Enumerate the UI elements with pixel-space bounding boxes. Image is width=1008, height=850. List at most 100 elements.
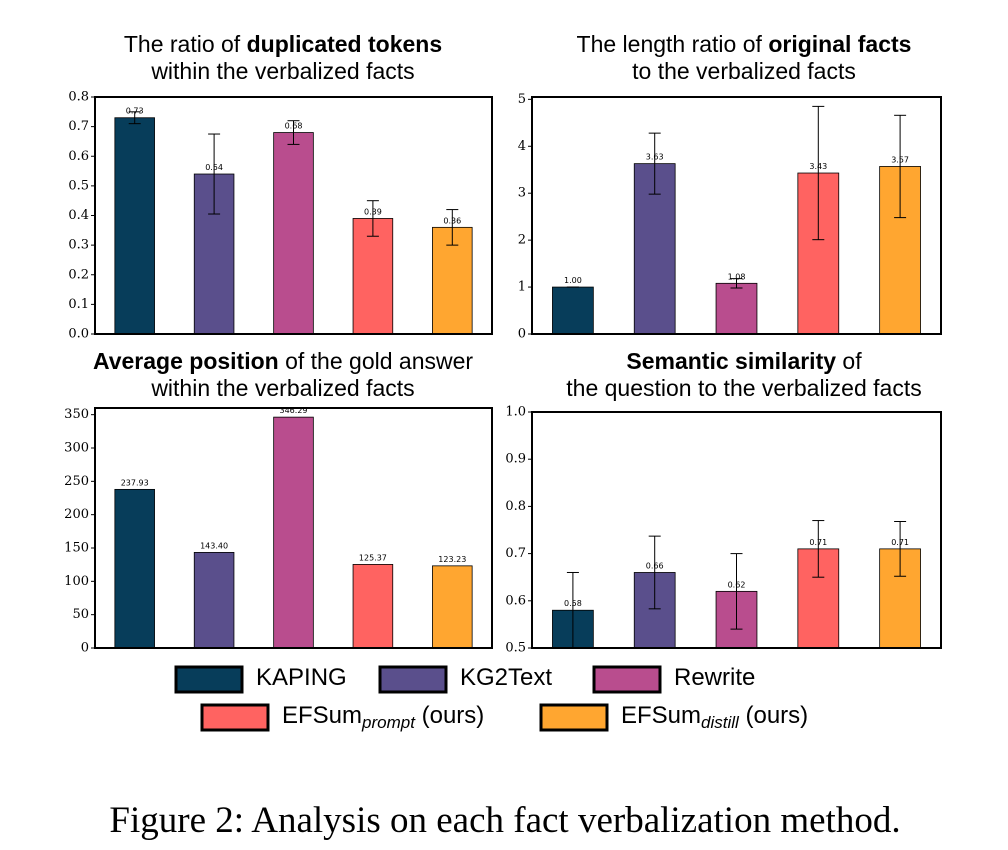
chart-title: Average position of the gold answer [93,348,473,374]
chart-title: within the verbalized facts [150,58,414,84]
bar [273,132,314,335]
plot-frame [531,96,942,335]
title-part: the question to the verbalized facts [566,375,921,401]
legend-suffix: (ours) [415,702,484,729]
value-label: 3.43 [809,162,827,171]
chart-title: The length ratio of original facts [577,31,912,57]
title-part: duplicated tokens [247,31,443,57]
title-part: The ratio of [124,31,247,57]
y-tick-label: 250 [64,474,89,489]
chart-title: Semantic similarity of [626,348,862,374]
value-label: 143.40 [200,541,228,550]
bar [552,286,594,335]
bar [352,564,394,649]
y-tick-label: 350 [64,407,89,422]
legend-swatch [378,665,448,694]
bar [715,282,758,335]
title-part: within the verbalized facts [150,58,414,84]
title-part: of the gold answer [279,348,474,374]
value-label: 1.00 [564,276,582,285]
y-tick-label: 0.1 [68,297,89,312]
plot-frame [94,96,493,335]
y-tick-label: 0.2 [68,267,89,282]
y-tick-label: 1.0 [505,405,526,420]
chart-title: within the verbalized facts [150,375,414,401]
legend-label: KG2Text [460,664,552,691]
value-label: 0.62 [728,580,746,589]
legend-label: KAPING [256,664,347,691]
y-tick-label: 4 [518,139,526,154]
legend-name: Rewrite [674,664,755,691]
y-tick-label: 0.7 [68,119,89,134]
legend-swatch [174,665,244,694]
value-label: 0.58 [564,599,582,608]
bar [114,488,155,649]
y-tick-label: 0.5 [68,178,89,193]
value-label: 125.37 [359,553,387,562]
value-label: 346.29 [280,406,308,415]
y-tick-label: 1 [518,280,526,295]
y-tick-label: 0.9 [505,452,526,467]
value-label: 0.73 [126,107,144,116]
legend-swatch [592,665,662,694]
title-part: of [836,348,862,374]
y-tick-label: 0.0 [68,327,89,342]
title-part: original facts [768,31,911,57]
chart-title: to the verbalized facts [632,58,856,84]
bar [797,172,840,335]
value-label: 0.66 [646,561,664,570]
legend-swatch [200,703,270,732]
legend-suffix: (ours) [739,702,808,729]
bar [193,552,235,649]
y-tick-label: 0.5 [505,641,526,656]
y-tick-label: 300 [64,441,89,456]
value-label: 3.63 [646,153,664,162]
value-label: 0.39 [364,207,382,216]
legend-name: KAPING [256,664,347,691]
value-label: 0.71 [891,538,909,547]
value-label: 1.08 [728,272,746,281]
y-tick-label: 0.7 [505,546,526,561]
legend-label: Rewrite [674,664,755,691]
y-tick-label: 0.3 [68,238,89,253]
legend-swatch [539,703,609,732]
bar [114,117,155,335]
chart-title: The ratio of duplicated tokens [124,31,442,57]
title-part: to the verbalized facts [632,58,856,84]
y-tick-label: 50 [72,607,89,622]
y-tick-label: 0.6 [68,149,89,164]
y-tick-label: 0 [518,327,526,342]
legend-label: EFSumdistill (ours) [621,702,808,732]
chart-title: the question to the verbalized facts [566,375,921,401]
y-tick-label: 200 [64,507,89,522]
legend-subscript: prompt [361,713,416,732]
y-tick-label: 3 [518,186,526,201]
y-tick-label: 5 [518,92,526,107]
y-tick-label: 0 [81,641,89,656]
y-tick-label: 2 [518,233,526,248]
title-part: within the verbalized facts [150,375,414,401]
y-tick-label: 0.6 [505,593,526,608]
y-tick-label: 0.8 [68,90,89,105]
value-label: 123.23 [438,555,466,564]
legend-name: EFSum [621,702,701,729]
title-part: The length ratio of [577,31,769,57]
figure-caption: Figure 2: Analysis on each fact verbaliz… [109,800,900,841]
value-label: 0.36 [443,216,461,225]
value-label: 0.54 [205,163,223,172]
plot-frame [531,411,942,649]
value-label: 237.93 [121,478,149,487]
bar [432,565,473,649]
value-label: 3.57 [891,155,909,164]
value-label: 0.68 [285,122,303,131]
legend-subscript: distill [701,713,740,732]
title-part: Semantic similarity [626,348,836,374]
plot-frame [94,407,493,649]
value-label: 0.71 [809,538,827,547]
legend-name: EFSum [282,702,362,729]
title-part: Average position [93,348,279,374]
legend-label: EFSumprompt (ours) [282,702,484,732]
y-tick-label: 0.8 [505,499,526,514]
bar [273,416,314,649]
